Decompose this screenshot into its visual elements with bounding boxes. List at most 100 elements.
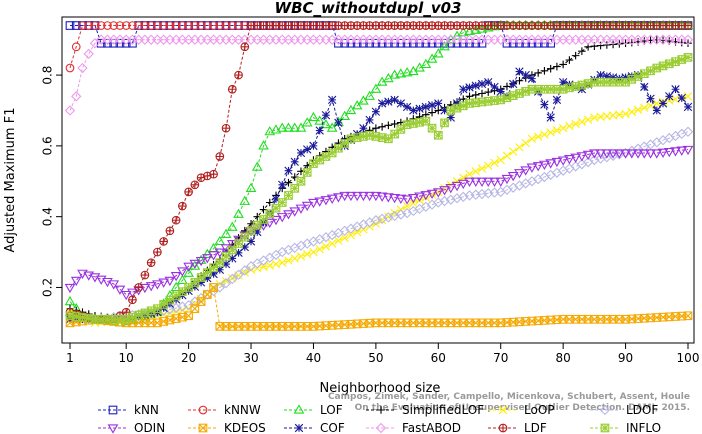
series-point bbox=[484, 77, 493, 87]
series-point bbox=[209, 269, 218, 279]
series-point bbox=[502, 151, 512, 160]
series-point bbox=[345, 191, 357, 202]
legend-marker bbox=[108, 405, 118, 415]
series-point bbox=[557, 156, 569, 166]
series-point bbox=[251, 161, 263, 171]
series-point bbox=[195, 256, 207, 267]
series-point bbox=[658, 99, 668, 108]
series-point bbox=[234, 21, 243, 30]
series-point bbox=[421, 102, 431, 112]
chart-title: WBC_withoutdupl_v03 bbox=[275, 0, 462, 17]
series-point bbox=[303, 249, 312, 259]
series-point bbox=[146, 21, 156, 30]
series-point bbox=[364, 191, 375, 202]
series-point bbox=[415, 104, 424, 113]
series-point bbox=[477, 79, 487, 89]
series-point bbox=[621, 109, 630, 119]
series-point bbox=[315, 245, 324, 254]
series-point bbox=[395, 209, 407, 220]
series-point bbox=[652, 106, 661, 115]
series-point bbox=[121, 21, 131, 30]
x-tick-label: 90 bbox=[618, 351, 633, 365]
series-point bbox=[577, 80, 587, 90]
series-point bbox=[283, 210, 294, 220]
series-point bbox=[571, 119, 580, 129]
series-point bbox=[146, 258, 156, 268]
series-point bbox=[196, 278, 206, 287]
series-point bbox=[676, 146, 688, 156]
series-point bbox=[396, 125, 406, 134]
series-point bbox=[358, 191, 369, 202]
series-point bbox=[159, 237, 168, 246]
series-point bbox=[465, 92, 474, 101]
series-point bbox=[128, 21, 137, 30]
series-point bbox=[521, 70, 530, 80]
series-point bbox=[526, 163, 538, 173]
series-point bbox=[414, 192, 425, 202]
series-fastabod bbox=[64, 34, 694, 116]
series-point bbox=[296, 148, 306, 158]
series-point bbox=[464, 25, 475, 36]
series-point bbox=[220, 228, 232, 238]
series-point bbox=[383, 193, 394, 203]
legend-label: LoOP bbox=[524, 403, 555, 417]
series-point bbox=[183, 267, 194, 277]
x-tick-label: 40 bbox=[306, 351, 321, 365]
y-tick-label: 0.8 bbox=[41, 66, 55, 85]
series-point bbox=[670, 147, 681, 157]
series-point bbox=[239, 231, 251, 241]
series-point bbox=[202, 21, 212, 30]
series-point bbox=[482, 177, 494, 187]
series-point bbox=[540, 67, 549, 75]
y-axis: 0.2 0.4 0.6 0.8 bbox=[41, 66, 62, 297]
series-point bbox=[370, 191, 382, 202]
series-point bbox=[71, 21, 81, 30]
series-point bbox=[246, 237, 256, 246]
legend-label: LOF bbox=[320, 403, 343, 417]
series-line bbox=[69, 95, 689, 324]
series-point bbox=[496, 155, 505, 165]
series-point bbox=[490, 158, 499, 168]
series-point bbox=[227, 273, 238, 285]
series-point bbox=[683, 311, 693, 321]
series-point bbox=[239, 265, 250, 276]
series-line bbox=[69, 131, 689, 320]
series-point bbox=[271, 194, 281, 204]
y-tick-label: 0.6 bbox=[41, 136, 55, 155]
series-point bbox=[221, 259, 231, 269]
legend-marker bbox=[498, 405, 508, 415]
series-point bbox=[296, 252, 306, 261]
series-point bbox=[558, 77, 568, 87]
series-point bbox=[432, 48, 444, 58]
series-point bbox=[127, 288, 138, 298]
x-tick-label: 50 bbox=[368, 351, 383, 365]
series-point bbox=[71, 312, 81, 321]
series-point bbox=[284, 166, 293, 175]
series-point bbox=[220, 278, 232, 289]
series-point bbox=[308, 111, 319, 122]
series-point bbox=[190, 21, 200, 30]
series-point bbox=[427, 100, 437, 110]
series-point bbox=[215, 152, 225, 161]
series-point bbox=[532, 162, 544, 172]
series-point bbox=[439, 195, 450, 207]
y-tick-label: 0.4 bbox=[41, 207, 55, 226]
series-point bbox=[346, 230, 356, 240]
series-point bbox=[564, 155, 575, 165]
series-point bbox=[96, 38, 106, 48]
series-point bbox=[371, 38, 381, 48]
series-point bbox=[190, 278, 200, 287]
series-point bbox=[303, 145, 312, 154]
series-point bbox=[571, 82, 580, 91]
series-point bbox=[290, 254, 299, 263]
series-point bbox=[489, 177, 500, 187]
series-point bbox=[440, 106, 449, 115]
series-point bbox=[271, 259, 281, 269]
series-point bbox=[184, 187, 193, 197]
series-point bbox=[227, 245, 237, 255]
series-point bbox=[209, 283, 218, 292]
series-point bbox=[209, 169, 218, 179]
series-point bbox=[471, 91, 480, 99]
series-point bbox=[627, 107, 637, 117]
